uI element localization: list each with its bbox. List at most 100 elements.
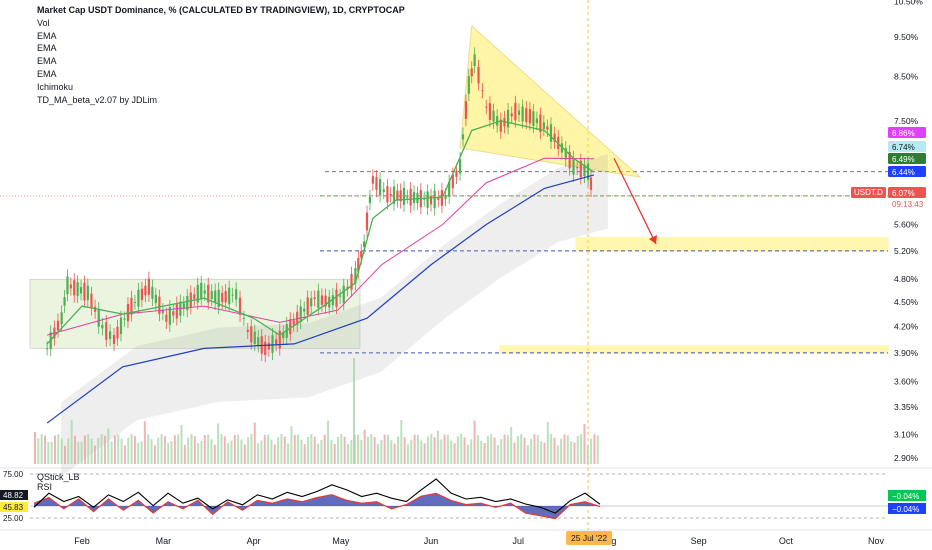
candle-body <box>119 317 123 335</box>
legend-ema-1[interactable]: EMA <box>37 30 57 41</box>
legend-ema-2[interactable]: EMA <box>37 43 57 54</box>
y-tick-label: 4.80% <box>894 274 919 284</box>
volume-bar <box>233 435 236 464</box>
volume-bar <box>267 434 270 464</box>
candle-body <box>207 284 210 303</box>
sub-y-label: 25.00 <box>3 514 24 523</box>
candle-body <box>242 317 246 319</box>
volume-bar <box>247 437 250 464</box>
candle-body <box>250 326 253 343</box>
candle-body <box>510 113 513 117</box>
legend-vol[interactable]: Vol <box>37 17 50 28</box>
volume-bar <box>493 437 496 464</box>
volume-bar <box>287 443 290 464</box>
volume-bar <box>93 445 96 464</box>
candle-body <box>542 122 545 130</box>
volume-bar <box>506 435 509 464</box>
qstick-label[interactable]: QStick_LB <box>37 472 80 482</box>
volume-bar <box>403 437 406 464</box>
volume-bar <box>310 434 313 464</box>
candle-body <box>116 326 119 339</box>
volume-bar <box>443 434 446 464</box>
candle-body <box>264 341 267 356</box>
volume-bar <box>160 434 163 464</box>
price-label-text: 6.44% <box>892 168 915 177</box>
volume-bar <box>203 435 206 464</box>
candle-body <box>386 186 389 203</box>
volume-bar <box>516 436 519 464</box>
volume-bar <box>347 443 350 464</box>
triangle-pattern <box>459 24 642 178</box>
legend-td-ma[interactable]: TD_MA_beta_v2.07 by JDLim <box>37 94 158 105</box>
price-label-text: 6.49% <box>892 155 915 164</box>
candle-body <box>433 190 436 209</box>
legend-ichimoku[interactable]: Ichimoku <box>37 81 74 92</box>
candle-body <box>342 285 345 304</box>
volume-bar <box>340 434 343 464</box>
volume-bar <box>133 435 136 464</box>
volume-bar <box>500 439 503 464</box>
price-label-bg <box>888 187 926 198</box>
volume-bar <box>34 432 36 464</box>
candle-body <box>589 177 593 190</box>
candle-body <box>365 212 369 231</box>
target-zone <box>575 236 889 252</box>
volume-bar <box>420 440 423 464</box>
candle-body <box>406 196 409 198</box>
candle-body <box>477 66 480 84</box>
candle-body <box>189 292 192 308</box>
volume-bar <box>463 437 466 464</box>
candle-body <box>368 196 372 204</box>
candle-body <box>357 258 360 272</box>
legend-ema-4[interactable]: EMA <box>37 68 57 79</box>
volume-bar <box>483 443 486 464</box>
candle-body <box>168 307 171 325</box>
candle-body <box>399 190 402 202</box>
volume-bar <box>87 434 90 464</box>
y-tick-label: 3.60% <box>894 376 919 386</box>
volume-bar <box>373 436 376 464</box>
volume-bar <box>320 440 323 464</box>
volume-bar <box>237 434 240 464</box>
rsi-line <box>33 478 601 514</box>
volume-bar <box>523 437 526 464</box>
volume-bar <box>416 434 419 464</box>
candle-body <box>335 289 338 307</box>
candle-body <box>158 296 161 315</box>
volume-bar <box>83 435 86 464</box>
volume-bar <box>520 434 523 464</box>
volume-bar <box>470 439 473 464</box>
date-badge: 25 Jul '22 <box>571 533 607 543</box>
candle-body <box>546 126 549 130</box>
x-tick-label: Nov <box>868 536 885 546</box>
volume-bar <box>70 420 73 464</box>
candle-body <box>60 312 63 325</box>
legend-ema-3[interactable]: EMA <box>37 56 57 67</box>
volume-bar <box>167 442 170 464</box>
volume-bar <box>177 434 180 464</box>
volume-bar <box>413 434 416 464</box>
volume-bar <box>406 444 409 464</box>
candle-body <box>485 106 488 108</box>
volume-bar <box>540 441 543 464</box>
candle-body <box>451 174 454 189</box>
candle-body <box>154 294 157 304</box>
volume-spike-bar <box>353 358 355 464</box>
candle-body <box>532 111 535 126</box>
candle-body <box>496 116 499 126</box>
volume-bar <box>260 440 263 464</box>
candle-body <box>360 250 363 258</box>
volume-bar <box>100 434 103 464</box>
candle-body <box>123 318 126 320</box>
volume-bar <box>277 437 280 464</box>
ema-fast-line <box>46 120 595 345</box>
volume-bar <box>230 440 233 464</box>
rsi-label[interactable]: RSI <box>37 482 53 492</box>
candle-body <box>402 187 406 205</box>
candle-body <box>444 195 447 200</box>
candle-body <box>535 118 538 124</box>
volume-bar <box>583 423 586 464</box>
volume-bar <box>476 435 479 464</box>
candle-body <box>521 106 524 122</box>
candle-body <box>473 54 476 67</box>
